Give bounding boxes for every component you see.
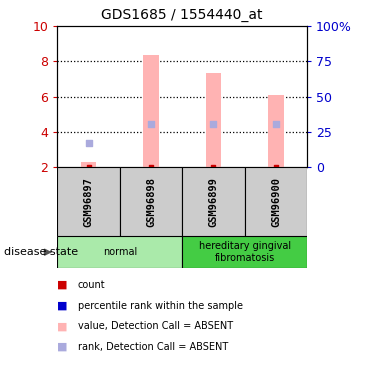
- Point: [273, 164, 279, 170]
- Point: [148, 121, 154, 127]
- Text: GSM96898: GSM96898: [146, 177, 156, 226]
- Bar: [120, 167, 182, 236]
- Text: ■: ■: [57, 280, 68, 290]
- Bar: [268, 95, 284, 167]
- Text: ■: ■: [57, 321, 68, 331]
- Point: [273, 122, 279, 128]
- Text: ■: ■: [57, 301, 68, 310]
- Text: rank, Detection Call = ABSENT: rank, Detection Call = ABSENT: [78, 342, 228, 352]
- Bar: [182, 167, 245, 236]
- Text: percentile rank within the sample: percentile rank within the sample: [78, 301, 243, 310]
- Point: [211, 122, 216, 128]
- Text: disease state: disease state: [4, 247, 78, 257]
- Point: [85, 164, 91, 170]
- Point: [85, 140, 91, 146]
- Point: [211, 164, 216, 170]
- Bar: [81, 162, 96, 167]
- Text: GSM96900: GSM96900: [271, 177, 281, 226]
- Bar: [57, 167, 120, 236]
- Text: count: count: [78, 280, 105, 290]
- Text: hereditary gingival
fibromatosis: hereditary gingival fibromatosis: [199, 242, 291, 263]
- Bar: [57, 236, 182, 268]
- Bar: [182, 236, 307, 268]
- Bar: [206, 73, 221, 167]
- Text: ■: ■: [57, 342, 68, 352]
- Text: value, Detection Call = ABSENT: value, Detection Call = ABSENT: [78, 321, 233, 331]
- Point: [148, 164, 154, 170]
- Text: GSM96899: GSM96899: [208, 177, 218, 226]
- Bar: [245, 167, 307, 236]
- Text: normal: normal: [102, 247, 137, 257]
- Text: GSM96897: GSM96897: [84, 177, 94, 226]
- Title: GDS1685 / 1554440_at: GDS1685 / 1554440_at: [101, 9, 263, 22]
- Bar: [143, 55, 159, 167]
